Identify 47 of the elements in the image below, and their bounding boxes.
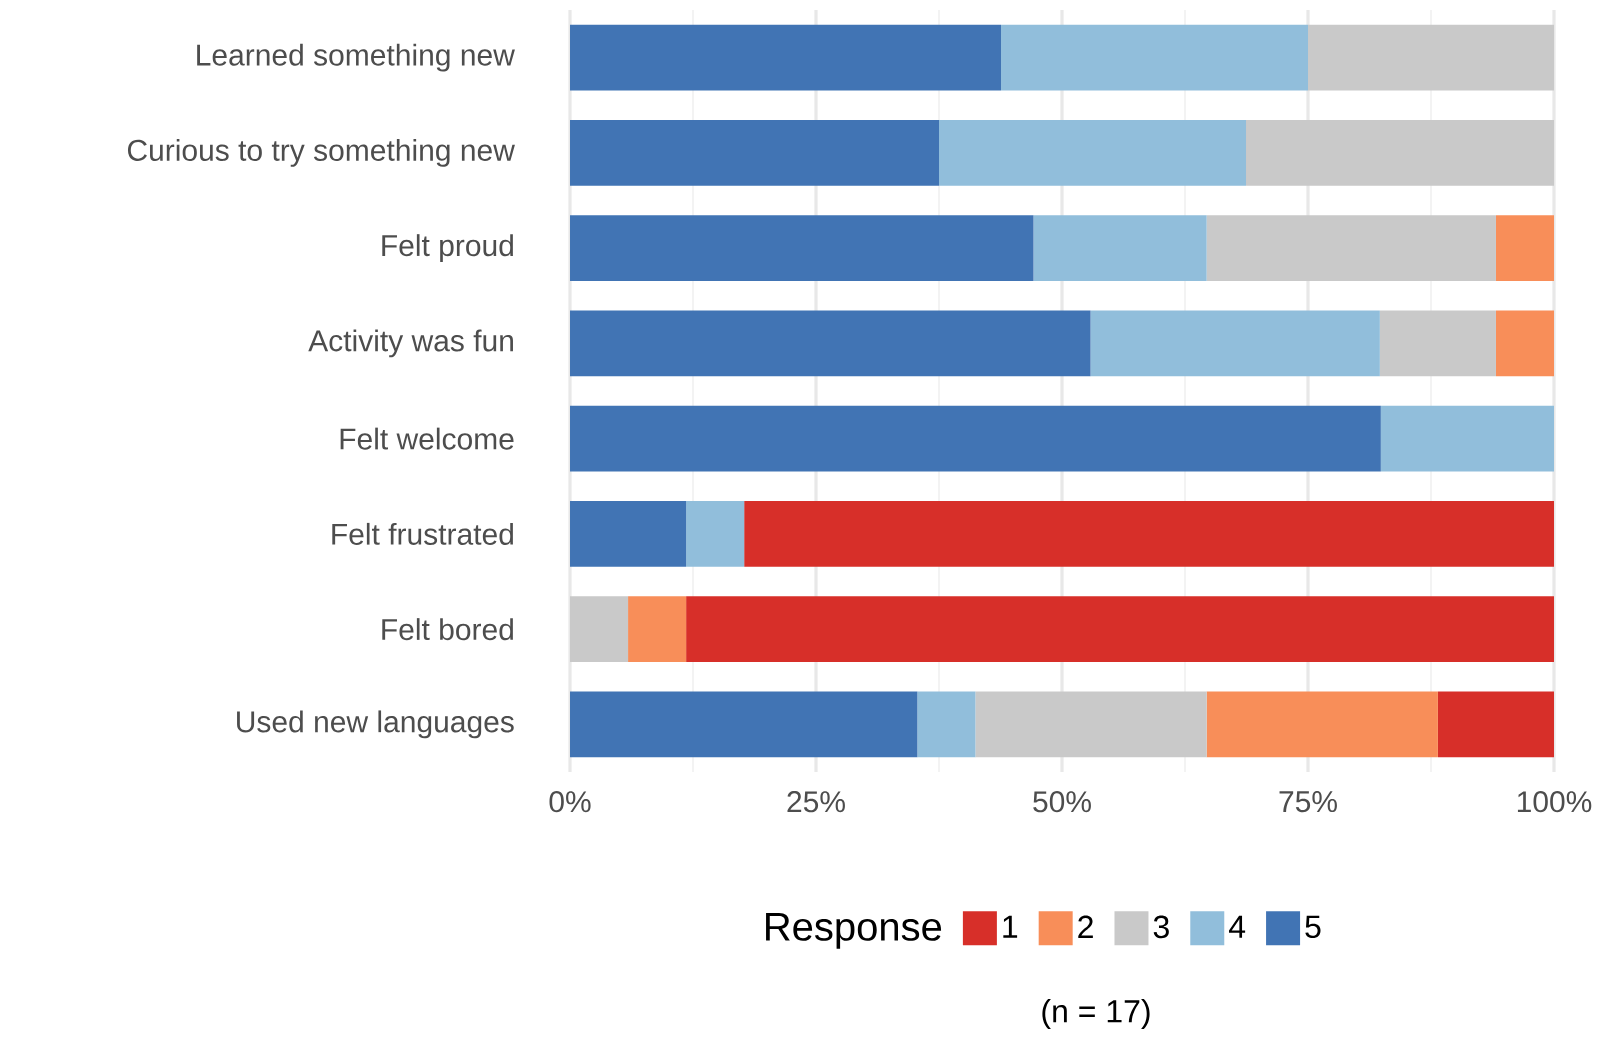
y-tick-label: Felt bored	[382, 618, 513, 641]
text: (n = 17)	[1042, 999, 1150, 1029]
y-tick-label: Activity was fun	[308, 329, 513, 358]
x-tick-label: 75%	[1279, 791, 1337, 813]
bar	[1437, 691, 1555, 758]
bar	[570, 596, 629, 663]
bar	[975, 691, 1207, 758]
bar	[917, 691, 976, 758]
bar	[570, 24, 1001, 91]
legend-title: Response	[766, 912, 942, 949]
legend-label: 1	[1003, 915, 1018, 938]
y-tick-label: Used new languages	[237, 710, 514, 739]
bar	[570, 405, 1381, 472]
bar	[628, 596, 687, 663]
bar	[1206, 215, 1496, 282]
bar	[570, 501, 687, 567]
bar	[1495, 310, 1555, 377]
bar	[1090, 310, 1380, 377]
bar	[744, 501, 1555, 567]
bar	[1206, 691, 1438, 758]
x-tick-label: 25%	[787, 791, 845, 813]
x-tick-label: 0%	[549, 791, 591, 813]
y-tick-label: Felt proud	[382, 234, 513, 263]
bar	[570, 691, 918, 758]
bar	[570, 215, 1034, 282]
legend-label: 2	[1078, 915, 1093, 938]
legend-label: 3	[1153, 915, 1169, 939]
x-tick-label: 50%	[1033, 791, 1091, 813]
bar	[1380, 405, 1555, 472]
x-tick-label: 100%	[1517, 791, 1592, 813]
bar	[1495, 215, 1555, 282]
bar	[1246, 120, 1555, 186]
legend-label: 5	[1305, 915, 1321, 939]
y-tick-label: Felt welcome	[340, 427, 514, 450]
bar	[1033, 215, 1207, 282]
bar	[686, 596, 1555, 663]
y-tick-label: Curious to try something new	[127, 138, 515, 167]
bar	[1001, 24, 1309, 91]
bar	[1308, 24, 1555, 91]
bar	[686, 501, 745, 567]
bar	[570, 310, 1091, 377]
bar	[1379, 310, 1496, 377]
y-tick-label: Learned something new	[197, 43, 515, 72]
y-tick-label: Felt frustrated	[332, 522, 513, 545]
bar	[939, 120, 1247, 186]
bar	[570, 120, 940, 186]
legend-label: 4	[1229, 915, 1246, 938]
